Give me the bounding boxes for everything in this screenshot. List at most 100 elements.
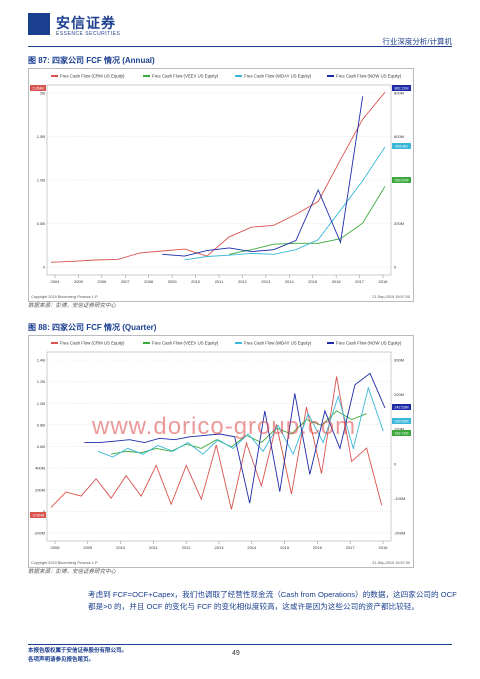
figure-88-title: 图 88: 四家公司 FCF 情况 (Quarter)	[28, 323, 157, 332]
footer-line-1: 本报告版权属于安信证券股份有限公司。	[28, 648, 128, 654]
last-value-tag-right	[392, 143, 411, 149]
chart-timestamp: 21-Sep-2019 15:57:00	[372, 561, 410, 565]
company-logo-subtext: ESSENCE SECURITIES	[56, 31, 121, 37]
last-value-right: 242.53M	[395, 406, 409, 410]
x-tick-label: 2010	[116, 545, 126, 550]
last-value-right: 882.31M	[395, 87, 409, 91]
x-tick-label: 2006	[97, 279, 107, 284]
y-left-tick: 0.8B	[37, 422, 46, 427]
y-right-tick: 0	[394, 461, 397, 466]
x-tick-label: 2016	[332, 279, 342, 284]
x-tick-label: 2014	[285, 279, 295, 284]
report-category: 行业深度分析/计算机	[382, 37, 452, 46]
y-left-tick: 1.5B	[37, 134, 46, 139]
figure-87-title: 图 87: 四家公司 FCF 情况 (Annual)	[28, 56, 155, 65]
series-line-2	[97, 386, 384, 458]
x-tick-label: 2004	[51, 279, 61, 284]
x-tick-label: 2015	[308, 279, 318, 284]
series-line-2	[184, 146, 386, 261]
footer-disclaimer: 本报告版权属于安信证券股份有限公司。 各项声明请参见报告尾页。	[28, 647, 127, 665]
x-tick-label: 2012	[182, 545, 192, 550]
last-value-right: 605.4M	[396, 145, 408, 149]
series-line-0	[50, 376, 383, 510]
x-tick-label: 2013	[215, 545, 225, 550]
x-tick-label: 2015	[280, 545, 290, 550]
series-line-1	[111, 410, 367, 455]
legend-label-1: Free Cash Flow (VEEV US Equity)	[152, 341, 219, 346]
chart-copyright: Copyright 2019 Bloomberg Finance L.P.	[31, 561, 98, 565]
y-left-tick: 0	[43, 265, 46, 270]
chart-annual: Free Cash Flow (CRM US Equity) Free Cash …	[30, 74, 411, 299]
legend-label-3: Free Cash Flow (NOW US Equity)	[336, 341, 402, 346]
x-tick-label: 2005	[74, 279, 84, 284]
last-value-tag-right	[392, 85, 411, 91]
x-tick-label: 2017	[355, 279, 365, 284]
y-right-tick: 100M	[394, 427, 404, 432]
x-tick-label: 2017	[346, 545, 356, 550]
page-number: 49	[232, 650, 240, 657]
y-left-tick: 1.4B	[37, 358, 46, 363]
x-tick-label: 2008	[51, 545, 61, 550]
series-line-1	[229, 186, 386, 255]
x-tick-label: 2009	[168, 279, 178, 284]
legend-label-2: Free Cash Flow (WDAY US Equity)	[244, 74, 312, 79]
y-left-tick: 1.0B	[37, 178, 46, 183]
x-tick-label: 2008	[144, 279, 154, 284]
last-value-tag-right	[392, 418, 411, 424]
y-left-tick: 1.0B	[37, 401, 46, 406]
last-value-left: 2.2648	[33, 87, 44, 91]
legend-label-3: Free Cash Flow (NOW US Equity)	[336, 74, 402, 79]
footer-divider	[28, 644, 452, 645]
plot-area	[46, 84, 392, 276]
figure-88-source: 数据来源：彭博，安信证券研究中心	[28, 569, 117, 575]
y-left-tick: 400M	[35, 466, 45, 471]
company-logo-text: 安信证券	[56, 15, 116, 31]
plot-area	[46, 351, 392, 542]
y-right-tick: 0	[394, 265, 397, 270]
legend-label-0: Free Cash Flow (CRM US Equity)	[60, 341, 125, 346]
y-left-tick: 1.2B	[37, 379, 46, 384]
x-tick-label: 2010	[191, 279, 201, 284]
company-logo-mark	[28, 13, 50, 35]
last-value-tag-right	[392, 177, 411, 183]
figure-87-source: 数据来源：彭博，安信证券研究中心	[28, 303, 117, 309]
x-tick-label: 2007	[121, 279, 131, 284]
y-right-tick: 200M	[394, 392, 404, 397]
legend-label-2: Free Cash Flow (WDAY US Equity)	[244, 341, 312, 346]
chart-copyright: Copyright 2019 Bloomberg Finance L.P.	[31, 295, 98, 299]
last-value-tag-left	[30, 512, 46, 518]
y-left-tick: 200M	[35, 487, 45, 492]
legend-label-1: Free Cash Flow (VEEV US Equity)	[152, 74, 219, 79]
x-tick-label: 2014	[247, 545, 257, 550]
watermark: www.dorico-group.com	[92, 413, 357, 440]
x-tick-label: 2012	[238, 279, 248, 284]
x-tick-label: 2011	[149, 545, 158, 550]
series-line-0	[50, 91, 386, 263]
legend-label-0: Free Cash Flow (CRM US Equity)	[60, 74, 125, 79]
header-divider	[28, 46, 452, 47]
chart-timestamp: 21-Sep-2019 15:57:00	[372, 295, 410, 299]
y-left-tick: 2B	[40, 91, 45, 96]
y-right-tick: 300M	[394, 358, 404, 363]
y-right-tick: -100M	[394, 496, 405, 501]
chart-quarter: Free Cash Flow (CRM US Equity) Free Cash …	[30, 341, 411, 565]
x-tick-label: 2018	[379, 279, 389, 284]
series-line-3	[84, 372, 386, 504]
last-value-tag-right	[392, 404, 411, 410]
body-paragraph: 考虑到 FCF=OCF+Capex，我们也调取了经营性现金流（Cash from…	[88, 590, 457, 611]
x-tick-label: 2016	[313, 545, 323, 550]
last-value-tag-right	[392, 430, 411, 436]
y-left-tick: -200M	[34, 531, 45, 536]
footer-line-2: 各项声明请参见报告尾页。	[28, 657, 95, 663]
chart-annual-panel: Free Cash Flow (CRM US Equity) Free Cash …	[28, 68, 414, 302]
last-value-left: -3.0048	[32, 514, 44, 518]
chart-quarter-panel: Free Cash Flow (CRM US Equity) Free Cash …	[28, 335, 414, 568]
series-line-3	[162, 96, 364, 257]
y-left-tick: 0.5B	[37, 221, 46, 226]
last-value-right: 169.72M	[395, 432, 409, 436]
x-tick-label: 2011	[215, 279, 224, 284]
y-right-tick: -200M	[394, 531, 405, 536]
x-tick-label: 2009	[83, 545, 93, 550]
last-value-tag-left	[30, 85, 46, 91]
y-right-tick: 200M	[394, 221, 404, 226]
